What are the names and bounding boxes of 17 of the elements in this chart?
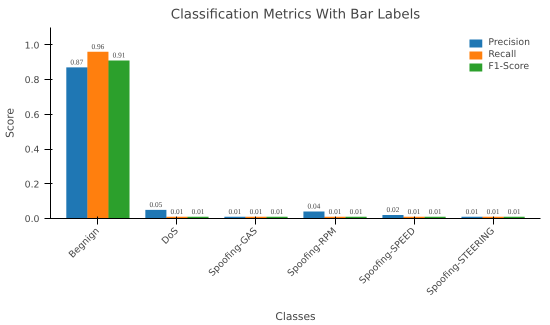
- y-tick-label: 1.0: [24, 40, 40, 52]
- y-tick-label: 0.6: [24, 110, 40, 121]
- legend-label: Recall: [488, 49, 516, 60]
- y-axis-title: Score: [4, 108, 17, 138]
- bar: [66, 67, 88, 218]
- bar: [303, 212, 324, 218]
- y-tick-label: 0.8: [24, 75, 40, 86]
- x-axis-title: Classes: [275, 310, 316, 323]
- legend-label: Precision: [488, 37, 530, 48]
- y-tick-label: 0.4: [24, 144, 40, 156]
- bar: [87, 52, 108, 218]
- y-tick-label: 0.2: [24, 179, 40, 190]
- legend-label: F1-Score: [488, 61, 530, 72]
- chart-title: Classification Metrics With Bar Labels: [170, 8, 420, 22]
- y-tick-label: 0.0: [24, 214, 40, 225]
- bar: [145, 210, 166, 218]
- bar: [108, 60, 130, 218]
